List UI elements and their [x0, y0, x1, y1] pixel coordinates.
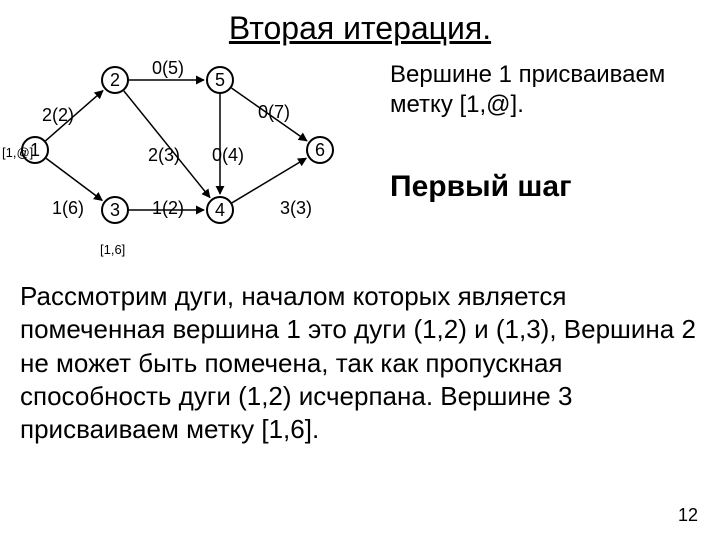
vertex-label-0: [1,@] — [2, 145, 33, 160]
edge-label-5-6: 0(7) — [258, 102, 290, 123]
step-heading: Первый шаг — [390, 170, 572, 204]
body-paragraph: Рассмотрим дуги, началом которых являетс… — [20, 280, 700, 446]
graph-area: 123546 2(2)1(6)0(5)2(3)1(2)0(7)0(4)3(3)[… — [0, 50, 380, 250]
edge-label-5-4: 0(4) — [212, 145, 244, 166]
edge-1-3 — [46, 158, 102, 200]
edge-label-1-2: 2(2) — [42, 105, 74, 126]
edge-label-2-5: 0(5) — [152, 58, 184, 79]
node-2: 2 — [101, 66, 129, 94]
node-5: 5 — [206, 66, 234, 94]
node-3: 3 — [101, 196, 129, 224]
node-4: 4 — [206, 196, 234, 224]
vertex-label-1: [1,6] — [100, 242, 125, 257]
page-number: 12 — [678, 505, 698, 526]
edge-label-3-4: 1(2) — [152, 198, 184, 219]
page-title: Вторая итерация. — [0, 10, 720, 47]
side-annotation: Вершине 1 присваиваем метку [1,@]. — [390, 60, 710, 120]
node-6: 6 — [306, 136, 334, 164]
edge-label-1-3: 1(6) — [52, 198, 84, 219]
edge-label-4-6: 3(3) — [280, 198, 312, 219]
slide-page: Вторая итерация. 12 3 5 4 6 2(2) 1(6) 0(5) 2(3)… — [0, 0, 720, 540]
edge-label-2-4: 2(3) — [148, 145, 180, 166]
